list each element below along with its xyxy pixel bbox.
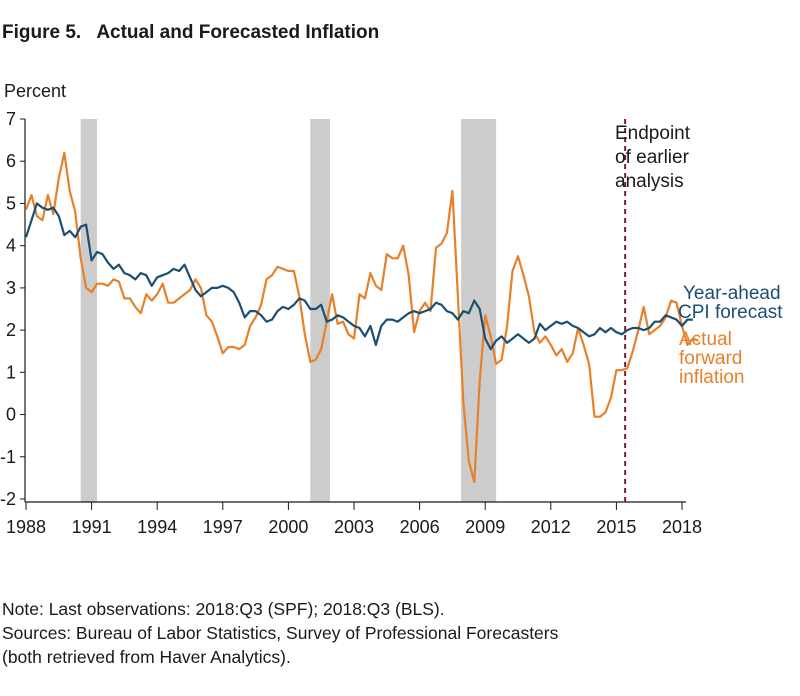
y-tick-label-1: 1 (6, 362, 16, 382)
x-tick-label-2000: 2000 (268, 517, 308, 537)
y-tick-label--1: -1 (0, 447, 16, 467)
sources-text-line1: Sources: Bureau of Labor Statistics, Sur… (2, 623, 559, 643)
series-line-actual-inflation (24, 151, 699, 484)
y-tick-label-5: 5 (6, 193, 16, 213)
notes: Note: Last observations: 2018:Q3 (SPF); … (2, 597, 558, 669)
x-tick-label-2009: 2009 (465, 517, 505, 537)
x-tick-label-1991: 1991 (72, 517, 112, 537)
series-label-0-line-1: CPI forecast (678, 302, 783, 323)
x-tick-label-2015: 2015 (596, 517, 636, 537)
endpoint-label-line-2: analysis (615, 171, 684, 192)
x-tick-label-1994: 1994 (137, 517, 177, 537)
axes (24, 119, 686, 503)
y-tick-label-3: 3 (6, 278, 16, 298)
y-tick-label-7: 7 (6, 109, 16, 129)
y-axis-ticks: 7 6 5 4 3 2 1 0 -1 -2 (0, 109, 25, 509)
x-tick-label-1997: 1997 (203, 517, 243, 537)
y-tick-label--2: -2 (0, 489, 16, 509)
x-tick-label-2012: 2012 (531, 517, 571, 537)
y-tick-label-6: 6 (6, 151, 16, 171)
y-tick-label-2: 2 (6, 320, 16, 340)
figure-title: Figure 5. Actual and Forecasted Inflatio… (2, 22, 380, 43)
x-tick-label-1988: 1988 (6, 517, 46, 537)
x-tick-label-2006: 2006 (400, 517, 440, 537)
y-axis-title: Percent (4, 81, 66, 101)
series-line-cpi-forecast (24, 202, 693, 351)
x-tick-label-2018: 2018 (662, 517, 702, 537)
y-tick-label-0: 0 (6, 405, 16, 425)
sources-text-line2: (both retrieved from Haver Analytics). (2, 647, 291, 667)
series-label-1-line-1: forward (679, 348, 742, 369)
y-tick-label-4: 4 (6, 236, 16, 256)
recession-band-1 (310, 119, 330, 502)
note-text: Note: Last observations: 2018:Q3 (SPF); … (2, 599, 445, 619)
series-label-0-line-0: Year-ahead (683, 283, 781, 304)
series-label-1-line-2: inflation (679, 367, 745, 388)
recession-band-0 (80, 119, 98, 502)
recession-bands (80, 119, 497, 502)
x-axis-ticks: 1988 1991 1994 1997 2000 2003 2006 2009 2012 2015… (6, 502, 702, 537)
line-chart: Percent 7 6 5 4 3 2 1 0 -1 -2 1988 1991 1994 1997 200… (0, 81, 783, 537)
series-lines (24, 151, 699, 484)
endpoint-label-line-0: Endpoint (615, 123, 691, 144)
endpoint-label-line-1: of earlier (615, 147, 690, 168)
endpoint-marker: Endpoint of earlier analysis (615, 119, 691, 502)
x-tick-label-2003: 2003 (334, 517, 374, 537)
series-label-1-line-0: Actual (679, 329, 732, 350)
